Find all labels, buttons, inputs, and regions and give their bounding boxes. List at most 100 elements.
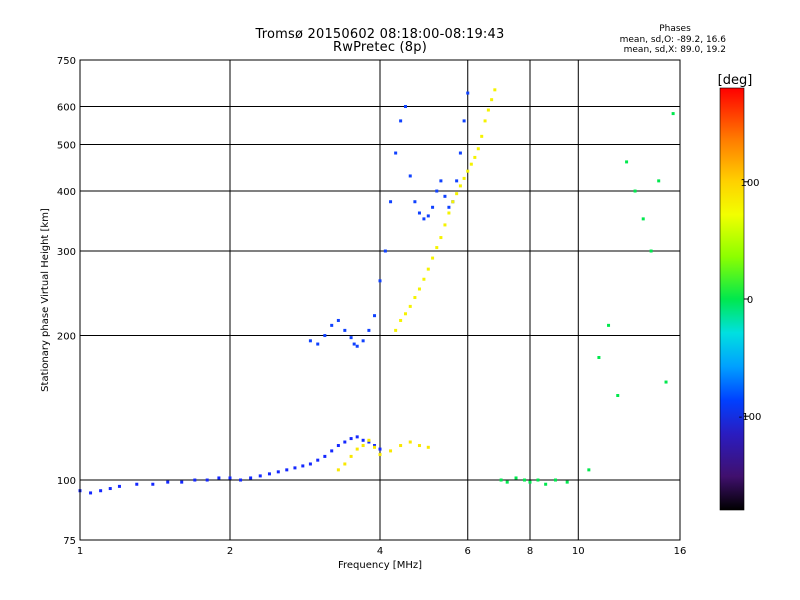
data-point [367, 438, 371, 442]
data-point [408, 304, 412, 308]
data-point [205, 478, 209, 482]
data-point [443, 223, 447, 227]
data-point [439, 179, 443, 183]
y-tick-label: 400 [57, 187, 76, 198]
data-point [426, 214, 430, 218]
data-point [166, 480, 170, 484]
data-point [528, 480, 532, 484]
data-point [378, 279, 382, 283]
y-tick-label: 750 [57, 56, 76, 67]
data-point [367, 328, 371, 332]
data-point [117, 484, 121, 488]
data-point [641, 217, 645, 221]
data-point [293, 466, 297, 470]
data-point [514, 476, 518, 480]
data-point [408, 440, 412, 444]
data-point [587, 468, 591, 472]
data-point [426, 445, 430, 449]
data-point [316, 458, 320, 462]
data-point [373, 445, 377, 449]
data-point [239, 478, 243, 482]
data-point [499, 478, 503, 482]
data-point [258, 474, 262, 478]
data-point [607, 323, 611, 327]
data-point [349, 437, 353, 441]
data-point [308, 339, 312, 343]
data-point [480, 134, 484, 138]
data-point [435, 246, 439, 250]
data-point [355, 344, 359, 348]
data-point [413, 296, 417, 300]
data-point [355, 435, 359, 439]
data-point [316, 342, 320, 346]
data-point [217, 476, 221, 480]
data-point [249, 476, 253, 480]
data-point [403, 105, 407, 109]
data-point [373, 444, 377, 448]
data-point [447, 205, 451, 209]
chart-subtitle: RwPretec (8p) [333, 40, 427, 55]
phases-x-stats: mean, sd,X: 89.0, 19.2 [623, 45, 726, 55]
y-tick-label: 600 [57, 103, 76, 114]
data-point [435, 189, 439, 193]
data-point [285, 468, 289, 472]
data-point [394, 151, 398, 155]
colorbar [719, 87, 745, 511]
x-tick-label: 4 [377, 546, 383, 557]
chart-title: Tromsø 20150602 08:18:00-08:19:43 [255, 27, 505, 42]
data-point [330, 323, 334, 327]
y-axis-label: Stationary phase Virtual Height [km] [40, 208, 51, 392]
data-point [469, 162, 473, 166]
colorbar-ticks: 100 0 -100 [739, 178, 762, 423]
data-point [417, 287, 421, 291]
data-point [323, 454, 327, 458]
data-point [493, 88, 497, 92]
data-point [99, 489, 103, 493]
y-tick-label: 500 [57, 141, 76, 152]
colorbar-label: [deg] [718, 73, 753, 88]
data-point [352, 342, 356, 346]
data-point [89, 491, 93, 495]
x-axis-label: Frequency [MHz] [338, 560, 422, 571]
data-point [466, 169, 470, 173]
x-tick-label: 8 [527, 546, 533, 557]
data-point [565, 480, 569, 484]
data-point [378, 453, 382, 457]
data-point [462, 176, 466, 180]
data-point [422, 277, 426, 281]
data-point [389, 200, 393, 204]
data-point [383, 249, 387, 253]
data-point [616, 394, 620, 398]
data-point [505, 480, 509, 484]
data-point [399, 444, 403, 448]
y-axis-ticks: 75 100 200 300 400 500 600 750 [57, 56, 76, 547]
data-point [330, 449, 334, 453]
data-point [389, 449, 393, 453]
data-point [417, 211, 421, 215]
data-point [523, 478, 527, 482]
data-point [455, 179, 459, 183]
data-point [657, 179, 661, 183]
data-point [408, 174, 412, 178]
data-point [308, 462, 312, 466]
x-tick-label: 6 [465, 546, 471, 557]
data-point [336, 444, 340, 448]
data-point [228, 476, 232, 480]
data-point [455, 192, 459, 196]
data-point [451, 200, 455, 204]
x-tick-label: 1 [77, 546, 83, 557]
data-point [483, 119, 487, 123]
x-tick-label: 10 [572, 546, 585, 557]
data-point [373, 314, 377, 318]
y-tick-label: 300 [57, 247, 76, 258]
y-tick-label: 200 [57, 332, 76, 343]
phases-heading: Phases [659, 24, 691, 34]
y-tick-label: 100 [57, 476, 76, 487]
data-point [413, 200, 417, 204]
data-point [447, 211, 451, 215]
colorbar-tick-label: 0 [747, 295, 753, 306]
data-point [443, 194, 447, 198]
data-point [394, 328, 398, 332]
data-point [276, 470, 280, 474]
